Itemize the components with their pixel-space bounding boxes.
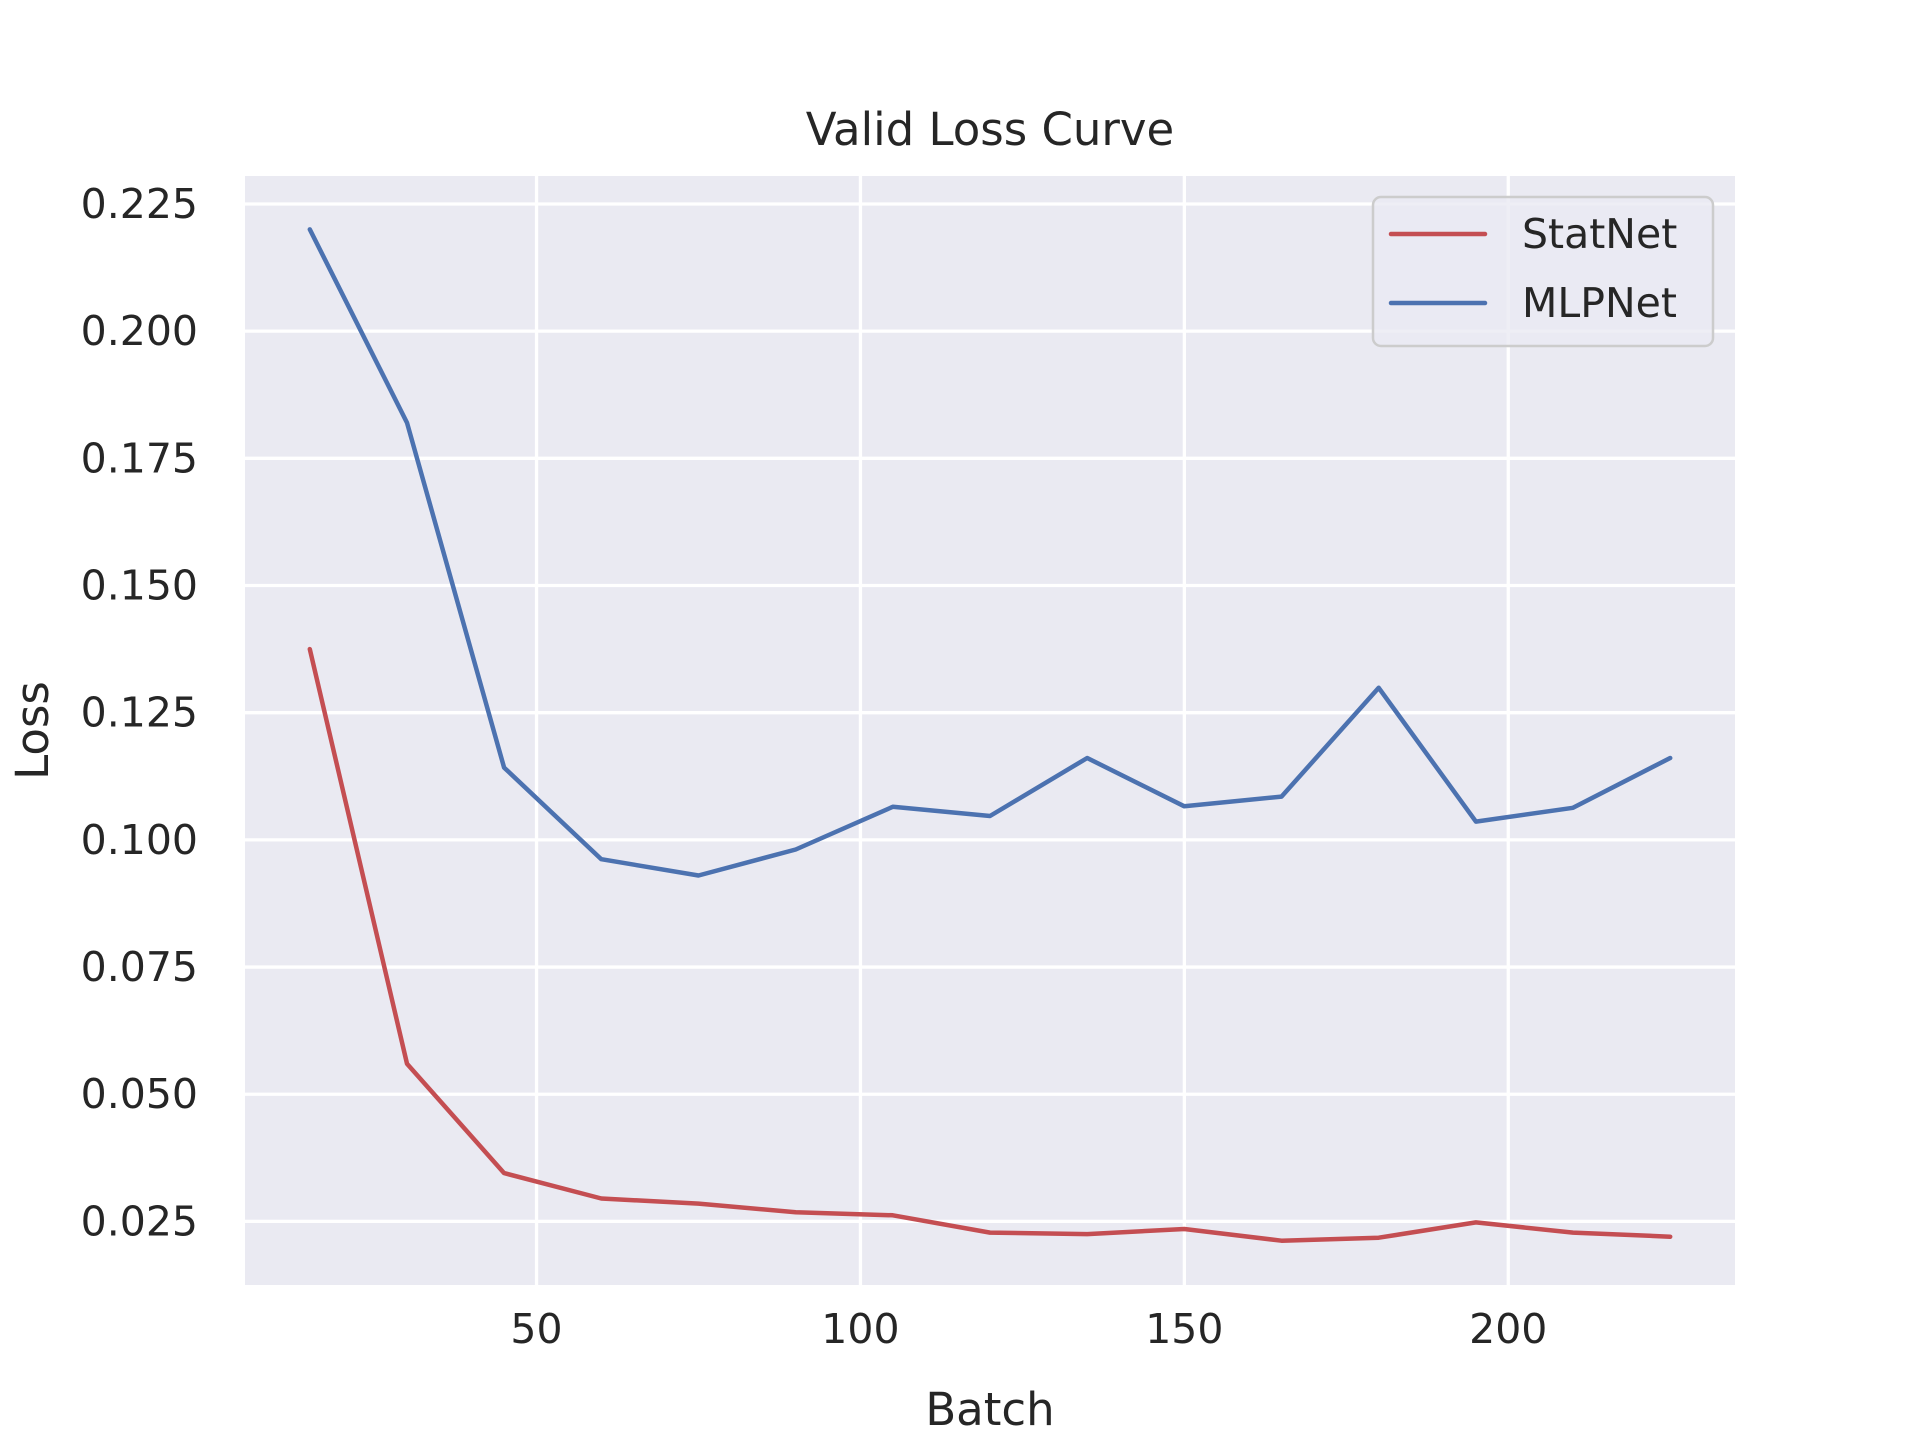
series-line-statnet	[307, 646, 1673, 1243]
y-tick-labels: 0.025 0.050 0.075 0.100 0.125 0.150 0.175 0.200…	[81, 180, 198, 1245]
chart-title: Valid Loss Curve	[806, 103, 1175, 156]
y-tick-label: 0.025	[81, 1197, 198, 1245]
legend-label: StatNet	[1522, 210, 1677, 258]
x-axis-label: Batch	[925, 1383, 1054, 1436]
y-tick-label: 0.200	[81, 307, 198, 355]
y-tick-label: 0.050	[81, 1070, 198, 1118]
legend: StatNet MLPNet	[1371, 195, 1715, 348]
series-lines	[307, 227, 1673, 1243]
grid-lines	[245, 176, 1735, 1285]
y-tick-label: 0.150	[81, 562, 198, 610]
y-axis-label: Loss	[6, 681, 59, 780]
legend-label: MLPNet	[1522, 279, 1677, 327]
y-tick-label: 0.175	[81, 434, 198, 482]
x-tick-label: 150	[1145, 1305, 1223, 1353]
y-tick-label: 0.100	[81, 816, 198, 864]
x-tick-label: 100	[821, 1305, 899, 1353]
x-tick-labels: 50 100 150 200	[510, 1305, 1547, 1353]
y-tick-label: 0.075	[81, 943, 198, 991]
y-tick-label: 0.125	[81, 689, 198, 737]
x-tick-label: 200	[1469, 1305, 1547, 1353]
series-line-mlpnet	[307, 227, 1673, 878]
x-tick-label: 50	[510, 1305, 562, 1353]
y-tick-label: 0.225	[81, 180, 198, 228]
